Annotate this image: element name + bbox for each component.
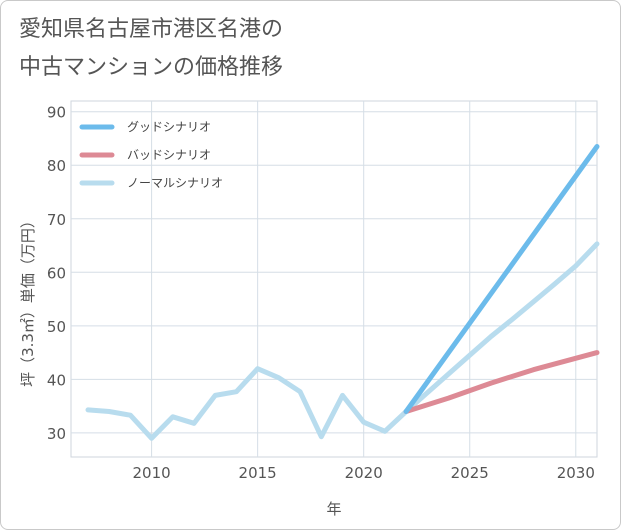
x-tick-label: 2030 <box>557 464 595 482</box>
x-axis-ticks: 2010 2015 2020 2025 2030 <box>133 464 595 482</box>
legend-label: グッドシナリオ <box>127 120 211 134</box>
series-line-0 <box>403 144 600 414</box>
legend-label: バッドシナリオ <box>127 148 211 162</box>
x-tick-label: 2025 <box>451 464 489 482</box>
chart-title-line-1: 愛知県名古屋市港区名港の <box>19 17 284 42</box>
y-tick-label: 70 <box>47 211 66 229</box>
y-tick-label: 30 <box>47 425 66 443</box>
chart-title: 愛知県名古屋市港区名港の 中古マンションの価格推移 <box>19 11 283 87</box>
x-tick-label: 2010 <box>133 464 171 482</box>
y-axis-ticks: 30 40 50 60 70 80 90 <box>47 104 66 443</box>
y-tick-label: 40 <box>47 371 66 389</box>
series-line-2 <box>85 241 600 441</box>
chart-title-line-2: 中古マンションの価格推移 <box>19 55 284 80</box>
plot-area <box>70 100 598 458</box>
legend-label: ノーマルシナリオ <box>127 176 223 190</box>
y-tick-label: 80 <box>47 157 66 175</box>
x-axis-label: 年 <box>326 500 341 518</box>
series-lines <box>85 144 600 441</box>
x-tick-label: 2020 <box>345 464 383 482</box>
y-tick-label: 90 <box>47 104 66 122</box>
series-line-1 <box>403 350 600 414</box>
y-axis-label: 坪（3.3㎡）単価（万円） <box>19 213 37 387</box>
x-tick-label: 2015 <box>239 464 277 482</box>
y-tick-label: 60 <box>47 264 66 282</box>
y-tick-label: 50 <box>47 318 66 336</box>
